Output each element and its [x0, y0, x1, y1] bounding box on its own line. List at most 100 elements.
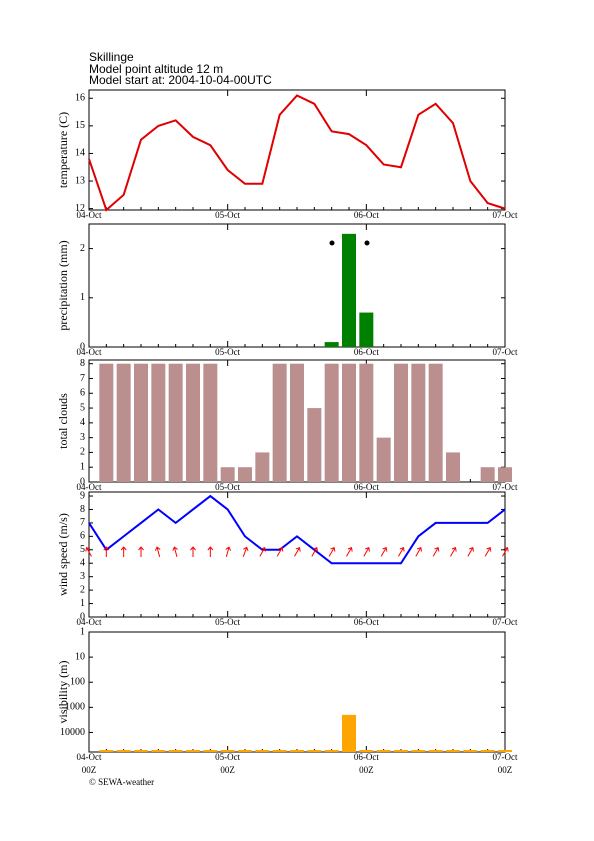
bar	[168, 363, 183, 482]
bar	[203, 363, 218, 482]
x-tick-label: 07-Oct	[493, 210, 518, 220]
y-tick-label: 7	[80, 517, 85, 528]
bar	[324, 342, 339, 347]
bar	[446, 452, 460, 482]
bar	[290, 750, 304, 752]
y-tick-label: 0	[80, 476, 85, 487]
bar	[116, 363, 131, 482]
bar	[342, 714, 356, 752]
x-sub-label: 00Z	[220, 765, 235, 775]
y-axis-label: visibility (m)	[56, 660, 70, 723]
y-tick-label: 13	[75, 175, 85, 186]
bar	[134, 363, 148, 482]
bar	[498, 467, 512, 482]
bar	[342, 233, 356, 347]
y-tick-label: 6	[80, 531, 85, 542]
wind-arrow	[120, 546, 127, 557]
bar	[463, 750, 478, 752]
bar	[151, 363, 166, 482]
y-tick-label: 1	[80, 462, 85, 473]
bar	[151, 750, 166, 752]
wind-arrow	[311, 546, 318, 557]
bar	[480, 467, 495, 482]
bar	[255, 750, 270, 752]
panel-frame	[88, 631, 506, 753]
bar	[394, 750, 408, 752]
x-tick-label: 05-Oct	[215, 210, 240, 220]
y-tick-label: 16	[75, 93, 85, 104]
x-sub-label: 00Z	[498, 765, 513, 775]
wind-arrow	[415, 546, 422, 557]
footer: © SEWA-weather	[89, 777, 154, 787]
wind-arrow	[467, 546, 474, 557]
x-tick-label: 07-Oct	[493, 482, 518, 492]
y-tick-label: 9	[80, 490, 85, 501]
bar	[272, 750, 287, 752]
bar	[290, 363, 304, 482]
bar	[272, 363, 287, 482]
model-start: Model start at: 2004-10-04-00UTC	[89, 73, 272, 87]
wind-arrow	[207, 546, 214, 557]
y-tick-label: 3	[80, 432, 85, 443]
wind-arrow	[450, 546, 457, 557]
y-axis-label: wind speed (m/s)	[56, 513, 70, 596]
wind-arrow	[363, 546, 370, 557]
y-axis-label: temperature (C)	[56, 112, 70, 188]
bar	[238, 467, 252, 482]
y-tick-label: 1	[80, 598, 85, 609]
wind-arrow	[190, 546, 196, 557]
bar	[220, 467, 235, 482]
bar	[255, 452, 270, 482]
x-tick-label: 06-Oct	[354, 752, 379, 762]
x-tick-label: 04-Oct	[77, 347, 102, 357]
y-axis-label: precipitation (mm)	[56, 240, 70, 330]
y-tick-label: 1	[80, 292, 85, 303]
x-tick-label: 04-Oct	[77, 617, 102, 627]
bar	[186, 363, 200, 482]
bar	[359, 312, 374, 347]
x-tick-label: 07-Oct	[493, 617, 518, 627]
wind-arrow	[380, 546, 388, 557]
bar	[134, 750, 148, 752]
bar	[342, 363, 356, 482]
y-tick-label: 1	[80, 626, 85, 637]
y-axis-label: total clouds	[56, 393, 70, 449]
panel-frame	[88, 89, 506, 211]
x-tick-label: 04-Oct	[77, 482, 102, 492]
wind-arrow	[85, 546, 92, 557]
y-tick-label: 14	[75, 148, 85, 159]
y-tick-label: 6	[80, 388, 85, 399]
x-tick-label: 05-Oct	[215, 617, 240, 627]
bar	[168, 750, 183, 752]
precip-dot	[329, 240, 335, 246]
bar	[186, 750, 200, 752]
wind-arrow	[138, 546, 144, 557]
x-tick-label: 06-Oct	[354, 617, 379, 627]
location: Skillinge	[89, 50, 134, 64]
wind-arrow	[346, 546, 353, 557]
bar	[446, 750, 460, 752]
bar	[203, 750, 218, 752]
y-tick-label: 7	[80, 373, 85, 384]
wind-arrow	[328, 546, 336, 557]
x-tick-label: 06-Oct	[354, 210, 379, 220]
y-tick-label: 100	[70, 677, 85, 688]
y-tick-label: 2	[80, 584, 85, 595]
wind-arrow	[276, 546, 284, 557]
wind-arrow	[259, 546, 266, 557]
altitude: Model point altitude 12 m	[89, 62, 223, 76]
x-tick-label: 07-Oct	[493, 347, 518, 357]
bar	[428, 363, 443, 482]
y-tick-label: 5	[80, 544, 85, 555]
bar	[307, 408, 322, 482]
wind-arrow	[432, 546, 440, 557]
y-tick-label: 5	[80, 402, 85, 413]
wind-arrow	[242, 546, 249, 557]
y-tick-label: 12	[75, 203, 85, 214]
bar	[238, 750, 252, 752]
bar	[324, 750, 339, 752]
bar	[411, 750, 426, 752]
wind-arrow	[484, 546, 492, 557]
